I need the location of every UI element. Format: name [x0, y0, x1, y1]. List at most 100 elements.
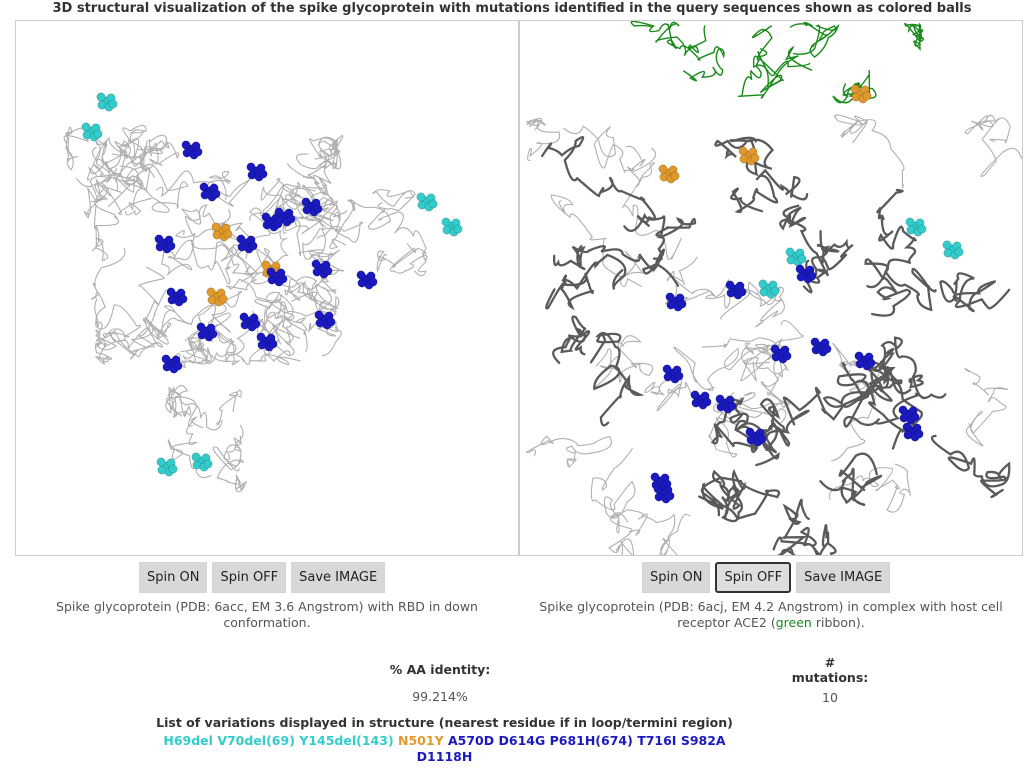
caption-left: Spike glycoprotein (PDB: 6acc, EM 3.6 An…: [56, 599, 478, 630]
spike-ace2-structure-6acj: [525, 21, 1022, 555]
protein-backbone-trace: [273, 181, 330, 257]
mutation-residue-ball: [206, 287, 228, 307]
protein-backbone-trace: [212, 424, 244, 472]
protein-backbone-trace: [170, 385, 198, 427]
protein-backbone-trace: [376, 247, 427, 277]
protein-backbone-trace: [757, 386, 866, 454]
protein-backbone-trace: [864, 258, 937, 317]
protein-backbone-trace: [822, 366, 912, 434]
protein-backbone-trace: [225, 248, 332, 317]
variation-item: A570D: [447, 733, 495, 748]
protein-backbone-trace: [740, 343, 789, 382]
protein-backbone-trace: [878, 336, 947, 400]
structure-viewer-left[interactable]: [15, 20, 519, 556]
protein-backbone-trace: [167, 416, 212, 479]
mutation-residue-ball: [181, 140, 203, 160]
protein-backbone-trace: [291, 187, 364, 243]
variations-title: List of variations displayed in structur…: [156, 715, 733, 730]
save-image-button-left[interactable]: Save IMAGE: [291, 562, 386, 593]
mutation-residue-ball: [441, 217, 463, 237]
mutation-residue-ball: [211, 222, 233, 242]
mutation-residue-ball: [416, 192, 438, 212]
mutation-residue-ball: [96, 92, 118, 112]
mutation-residue-ball: [246, 162, 268, 182]
protein-backbone-trace: [834, 114, 905, 189]
protein-backbone-trace: [130, 266, 193, 349]
protein-backbone-trace: [621, 147, 682, 260]
protein-backbone-trace: [88, 158, 139, 193]
protein-backbone-trace: [563, 125, 646, 174]
mutation-residue-ball: [266, 267, 288, 287]
protein-backbone-trace: [96, 124, 147, 165]
page-title: 3D structural visualization of the spike…: [52, 1, 972, 16]
spin-on-button-left[interactable]: Spin ON: [139, 562, 208, 593]
mutation-residue-ball: [166, 287, 188, 307]
protein-backbone-trace: [828, 463, 912, 513]
mutation-residue-ball: [314, 310, 336, 330]
spin-off-button-left[interactable]: Spin OFF: [212, 562, 287, 593]
save-image-button-right[interactable]: Save IMAGE: [796, 562, 891, 593]
protein-backbone-trace: [184, 312, 241, 366]
protein-backbone-trace: [287, 137, 342, 179]
protein-backbone-trace: [589, 332, 645, 427]
protein-backbone-trace: [772, 524, 842, 555]
protein-backbone-trace: [107, 129, 148, 208]
mutation-residue-ball: [236, 234, 258, 254]
protein-backbone-trace: [673, 342, 771, 392]
protein-backbone-trace: [628, 512, 691, 555]
protein-backbone-trace: [698, 476, 781, 521]
protein-backbone-trace: [738, 45, 813, 99]
protein-backbone-trace: [904, 22, 925, 51]
protein-backbone-trace: [590, 448, 645, 534]
protein-backbone-trace: [964, 114, 1022, 177]
caption-right-text: Spike glycoprotein (PDB: 6acj, EM 4.2 An…: [539, 599, 1003, 630]
protein-backbone-trace: [777, 498, 810, 555]
mutation-residue-ball: [154, 234, 176, 254]
mutation-residue-ball: [191, 452, 213, 472]
protein-backbone-trace: [329, 198, 391, 249]
protein-backbone-trace: [964, 368, 1009, 447]
protein-backbone-trace: [130, 134, 180, 170]
identity-value: 99.214%: [412, 689, 468, 704]
protein-backbone-trace: [714, 136, 775, 177]
protein-backbone-trace: [254, 292, 301, 347]
protein-backbone-trace: [372, 189, 416, 212]
spin-off-button-right[interactable]: Spin OFF: [715, 562, 792, 593]
protein-backbone-trace: [75, 167, 118, 219]
mutation-residue-ball: [942, 240, 964, 260]
mutation-residue-ball: [795, 264, 817, 284]
protein-backbone-trace: [282, 200, 348, 235]
protein-backbone-trace: [623, 212, 697, 287]
protein-backbone-trace: [250, 291, 295, 355]
mutation-residue-ball: [356, 270, 378, 290]
protein-backbone-trace: [552, 244, 663, 272]
protein-backbone-trace: [155, 170, 252, 207]
protein-backbone-trace: [91, 186, 152, 262]
protein-backbone-trace: [525, 117, 561, 161]
mutation-residue-ball: [662, 364, 684, 384]
mutation-residue-ball: [156, 457, 178, 477]
protein-backbone-trace: [541, 136, 657, 227]
protein-backbone-trace: [179, 389, 242, 431]
protein-backbone-trace: [730, 168, 809, 214]
variation-item: H69del: [163, 733, 213, 748]
mutation-residue-ball: [770, 344, 792, 364]
protein-backbone-trace: [608, 512, 635, 555]
protein-backbone-trace: [710, 396, 768, 454]
variation-item: S982A: [680, 733, 726, 748]
mutation-residue-ball: [810, 337, 832, 357]
structure-viewer-right[interactable]: [519, 20, 1023, 556]
mutation-residue-ball: [745, 427, 767, 447]
protein-backbone-trace: [930, 434, 1011, 499]
protein-backbone-trace: [789, 21, 840, 58]
mutations-label-hash: #: [824, 655, 836, 670]
spin-on-button-right[interactable]: Spin ON: [642, 562, 711, 593]
mutation-residue-ball: [850, 84, 872, 104]
protein-backbone-trace: [666, 23, 725, 82]
protein-backbone-trace: [779, 204, 829, 284]
mutation-residue-ball: [785, 247, 807, 267]
mutation-residue-ball: [854, 351, 876, 371]
protein-backbone-trace: [841, 347, 923, 450]
protein-backbone-trace: [260, 177, 305, 276]
mutation-residue-ball: [81, 122, 103, 142]
